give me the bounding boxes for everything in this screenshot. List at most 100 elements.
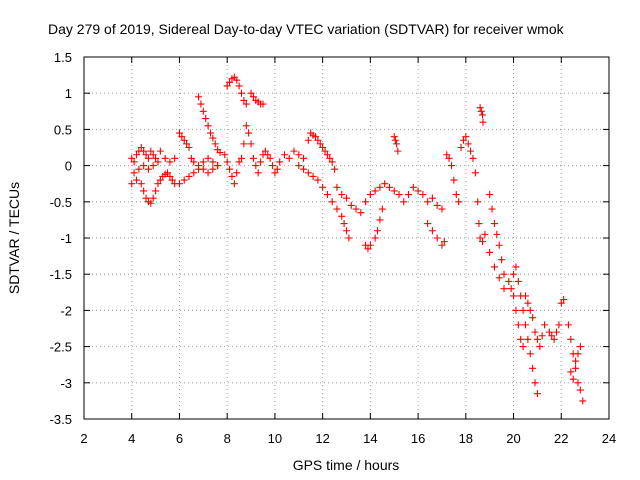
data-point	[475, 220, 483, 228]
data-point	[338, 191, 346, 199]
data-point	[223, 158, 231, 166]
data-point	[557, 299, 565, 307]
grid-lines	[84, 57, 609, 419]
data-point	[443, 151, 451, 159]
data-point	[507, 285, 515, 293]
data-point	[128, 180, 136, 188]
data-point	[290, 147, 298, 155]
data-point	[316, 140, 324, 148]
data-point	[199, 107, 207, 115]
data-point	[462, 133, 470, 141]
data-point	[498, 256, 506, 264]
data-point	[204, 122, 212, 130]
x-axis-label: GPS time / hours	[293, 457, 400, 473]
data-point	[452, 191, 460, 199]
y-tick-label: -1.5	[50, 267, 72, 282]
x-tick-label: 14	[363, 431, 377, 446]
data-point	[328, 198, 336, 206]
data-point	[211, 140, 219, 148]
data-point	[488, 205, 496, 213]
data-point	[343, 227, 350, 235]
data-point	[273, 165, 281, 173]
data-point	[374, 227, 382, 235]
data-point	[576, 386, 584, 394]
data-point	[204, 154, 212, 162]
data-point	[476, 234, 484, 242]
data-point	[529, 364, 537, 372]
data-point	[567, 368, 575, 376]
data-point	[333, 183, 341, 191]
x-tick-label: 2	[80, 431, 87, 446]
data-point	[233, 169, 241, 177]
data-point	[323, 151, 331, 159]
data-point	[199, 165, 207, 173]
data-point	[309, 172, 317, 180]
data-point	[471, 169, 479, 177]
data-point	[128, 154, 136, 162]
y-tick-label: -2.5	[50, 340, 72, 355]
data-point	[505, 277, 513, 285]
y-tick-label: -1	[60, 231, 72, 246]
data-point	[276, 158, 284, 166]
data-point	[269, 162, 277, 170]
data-point	[242, 122, 250, 130]
data-point	[285, 154, 293, 162]
data-point	[371, 187, 379, 195]
data-point	[252, 162, 260, 170]
data-point	[149, 162, 157, 170]
data-point	[152, 187, 160, 195]
data-point	[500, 270, 508, 278]
data-point	[455, 198, 463, 206]
data-point	[323, 191, 331, 199]
data-point	[479, 118, 487, 126]
y-tick-label: -3	[60, 376, 72, 391]
data-point	[343, 194, 350, 202]
y-tick-label: 1	[65, 86, 72, 101]
data-point	[521, 292, 529, 300]
data-point	[564, 321, 572, 329]
data-point	[195, 93, 203, 101]
data-point	[161, 154, 169, 162]
y-axis-label: SDTVAR / TECUs	[6, 182, 22, 294]
data-point	[319, 144, 327, 151]
data-point	[486, 191, 494, 199]
data-point	[400, 198, 408, 206]
data-point	[216, 149, 224, 157]
data-point	[223, 82, 231, 90]
data-point	[531, 379, 539, 387]
data-point	[154, 158, 162, 166]
data-point	[424, 198, 432, 206]
data-point	[433, 234, 441, 242]
data-point	[526, 350, 534, 358]
data-point	[424, 220, 432, 228]
data-point	[521, 321, 529, 329]
data-point	[362, 198, 370, 206]
data-point	[321, 147, 329, 155]
data-point	[533, 390, 541, 398]
data-point	[474, 198, 482, 206]
data-point	[381, 180, 389, 188]
data-point	[142, 151, 150, 159]
data-point	[493, 230, 501, 238]
data-point	[500, 285, 508, 293]
data-point	[433, 201, 441, 209]
data-point	[366, 191, 374, 199]
data-point	[428, 194, 436, 202]
plot-frame	[83, 56, 610, 420]
data-point	[130, 158, 138, 166]
data-point	[183, 140, 191, 148]
data-point	[395, 191, 403, 199]
data-point	[510, 292, 518, 300]
data-point	[295, 151, 303, 159]
data-point	[548, 332, 556, 340]
x-tick-label: 18	[459, 431, 473, 446]
data-point	[185, 144, 193, 151]
data-point	[572, 364, 580, 372]
chart-title: Day 279 of 2019, Sidereal Day-to-day VTE…	[48, 21, 565, 37]
data-point	[228, 172, 236, 180]
x-tick-label: 24	[602, 431, 616, 446]
data-point	[477, 107, 485, 115]
data-point	[333, 205, 341, 213]
data-point	[187, 154, 195, 162]
data-point	[311, 133, 319, 141]
